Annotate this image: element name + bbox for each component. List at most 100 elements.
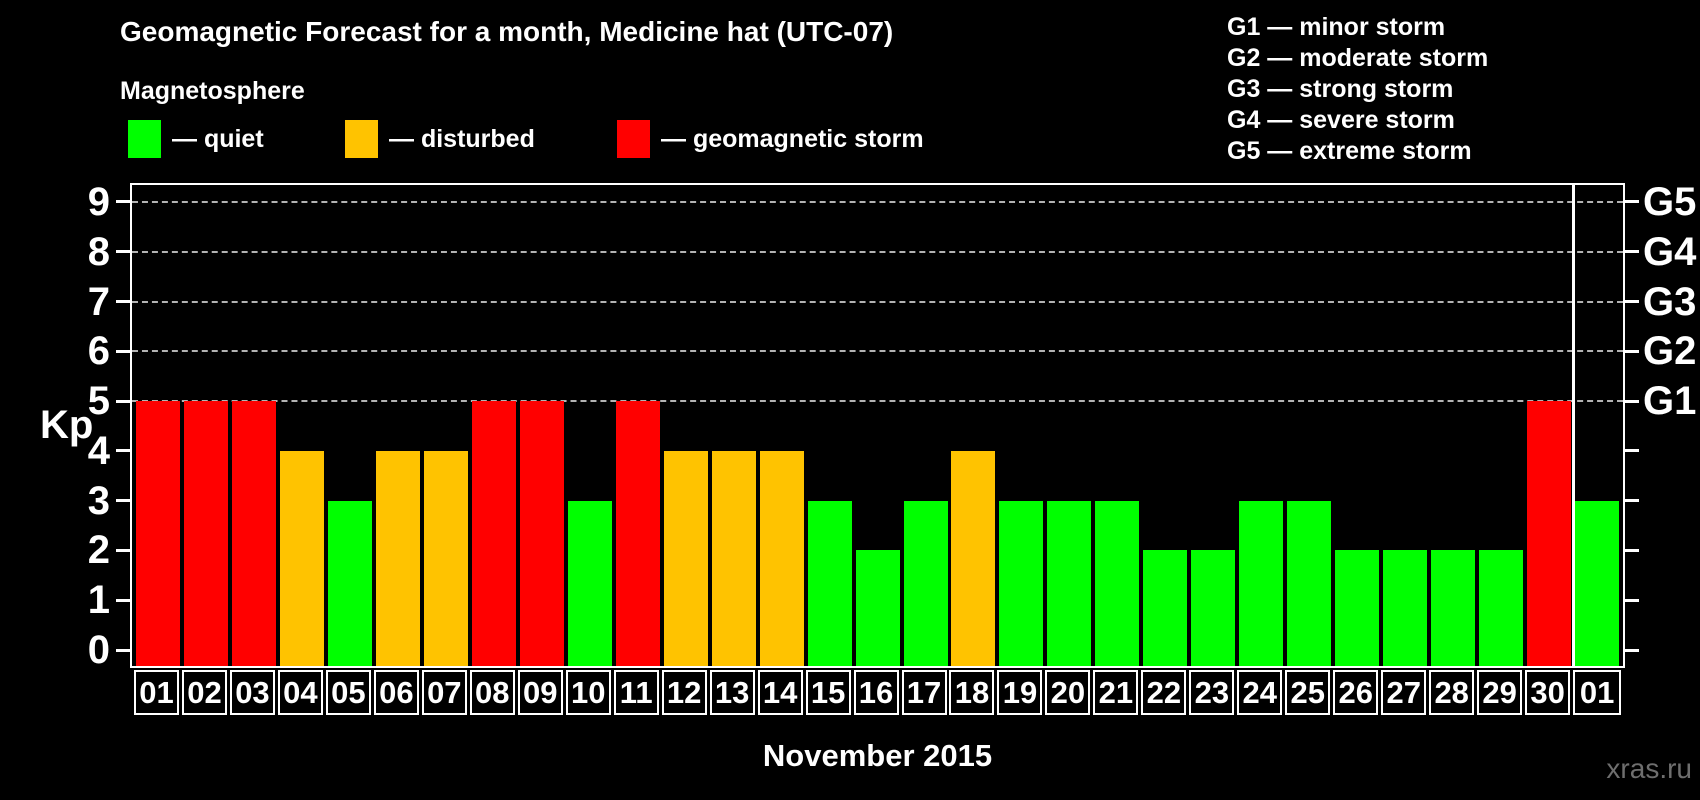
- day-label-16: 16: [853, 670, 899, 715]
- kp-bar-day-13: [711, 450, 756, 666]
- left-tick-kp-4: [116, 449, 130, 453]
- g-axis-label-g1: G1: [1643, 379, 1697, 424]
- g-axis-label-g5: G5: [1643, 179, 1697, 224]
- g-legend-line-g4: G4 — severe storm: [1227, 106, 1455, 134]
- day-label-15: 15: [805, 670, 851, 715]
- kp-bar-day-01: [136, 401, 180, 666]
- storm-color-swatch: [617, 120, 650, 158]
- gridline-kp-5: [132, 400, 1623, 403]
- right-tick-kp-3: [1625, 499, 1639, 503]
- day-label-02: 02: [181, 670, 227, 715]
- page-title: Geomagnetic Forecast for a month, Medici…: [120, 16, 894, 47]
- y-tick-label-0: 0: [87, 628, 110, 672]
- g-scale-legend: G1 — minor storm G2 — moderate storm G3 …: [1227, 12, 1488, 167]
- day-label-25: 25: [1285, 670, 1331, 715]
- kp-bar-day-28: [1431, 550, 1476, 666]
- day-label-21: 21: [1093, 670, 1139, 715]
- gridline-kp-6: [132, 350, 1623, 353]
- kp-bar-day-30: [1527, 401, 1572, 666]
- x-axis-caption: November 2015: [762, 738, 993, 773]
- kp-bar-day-03: [231, 401, 276, 666]
- day-label-04: 04: [277, 670, 323, 715]
- kp-bar-day-08: [471, 401, 516, 666]
- watermark: xras.ru: [1606, 753, 1692, 784]
- day-label-30: 30: [1525, 670, 1571, 715]
- day-label-24: 24: [1237, 670, 1283, 715]
- day-label-03: 03: [229, 670, 275, 715]
- day-label-29: 29: [1477, 670, 1523, 715]
- kp-bar-day-11: [615, 401, 660, 666]
- kp-bar-day-17: [903, 500, 948, 666]
- kp-bar-day-24: [1239, 500, 1284, 666]
- right-tick-kp-5: [1625, 399, 1639, 403]
- kp-bar-day-09: [519, 401, 564, 666]
- right-tick-kp-1: [1625, 598, 1639, 602]
- day-label-09: 09: [517, 670, 563, 715]
- y-tick-label-1: 1: [87, 578, 110, 623]
- kp-bar-day-26: [1335, 550, 1380, 666]
- day-label-22: 22: [1141, 670, 1187, 715]
- day-label-10: 10: [565, 670, 611, 715]
- left-tick-kp-3: [116, 499, 130, 503]
- day-label-06: 06: [373, 670, 419, 715]
- g-axis-label-g4: G4: [1643, 229, 1697, 274]
- kp-bar-day-06: [375, 450, 420, 666]
- day-label-08: 08: [469, 670, 515, 715]
- legend-label-storm: — geomagnetic storm: [661, 125, 924, 153]
- magnetosphere-subtitle: Magnetosphere: [120, 77, 305, 105]
- right-tick-kp-8: [1625, 250, 1639, 254]
- kp-bar-day-18: [951, 450, 996, 666]
- kp-bar-day-14: [759, 450, 804, 666]
- kp-bar-day-23: [1191, 550, 1236, 666]
- y-tick-label-7: 7: [87, 279, 110, 324]
- kp-bar-day-16: [855, 550, 900, 666]
- quiet-color-swatch: [128, 120, 161, 158]
- left-tick-kp-5: [116, 399, 130, 403]
- kp-bar-day-07: [423, 450, 468, 666]
- kp-bar-day-27: [1383, 550, 1428, 666]
- gridline-kp-8: [132, 250, 1623, 253]
- day-label-17: 17: [901, 670, 947, 715]
- day-label-14: 14: [757, 670, 803, 715]
- month-separator-line: [1572, 185, 1576, 666]
- kp-bar-day-01-next-month: [1575, 500, 1620, 666]
- gridline-kp-9: [132, 200, 1623, 203]
- legend-label-disturbed: — disturbed: [389, 125, 535, 153]
- kp-bar-day-12: [663, 450, 708, 666]
- left-tick-kp-6: [116, 349, 130, 353]
- kp-bar-day-19: [999, 500, 1044, 666]
- right-tick-kp-9: [1625, 200, 1639, 204]
- day-label-20: 20: [1045, 670, 1091, 715]
- day-label-05: 05: [325, 670, 371, 715]
- y-tick-label-8: 8: [87, 229, 110, 274]
- kp-bar-day-21: [1095, 500, 1140, 666]
- left-tick-kp-7: [116, 300, 130, 304]
- day-label-23: 23: [1189, 670, 1235, 715]
- right-tick-kp-7: [1625, 300, 1639, 304]
- y-tick-label-6: 6: [87, 329, 110, 374]
- day-label-26: 26: [1333, 670, 1379, 715]
- right-tick-kp-4: [1625, 449, 1639, 453]
- day-label-01: 01: [134, 670, 179, 715]
- kp-bar-day-02: [183, 401, 228, 666]
- g-axis-label-g3: G3: [1643, 279, 1697, 324]
- left-tick-kp-9: [116, 200, 130, 204]
- day-label-11: 11: [613, 670, 659, 715]
- y-tick-label-2: 2: [87, 528, 110, 573]
- day-label-01-next-month: 01: [1573, 670, 1622, 715]
- day-label-28: 28: [1429, 670, 1475, 715]
- g-legend-line-g3: G3 — strong storm: [1227, 75, 1454, 103]
- right-tick-kp-2: [1625, 548, 1639, 552]
- left-tick-kp-0: [116, 648, 130, 652]
- y-tick-label-9: 9: [87, 179, 110, 224]
- kp-bar-day-22: [1143, 550, 1188, 666]
- right-tick-kp-0: [1625, 648, 1639, 652]
- kp-bar-day-04: [279, 450, 324, 666]
- kp-bar-day-15: [807, 500, 852, 666]
- y-tick-label-4: 4: [87, 428, 110, 473]
- day-label-13: 13: [709, 670, 755, 715]
- g-legend-line-g1: G1 — minor storm: [1227, 13, 1446, 41]
- y-tick-label-5: 5: [87, 379, 110, 424]
- y-tick-label-3: 3: [87, 478, 110, 523]
- g-axis-label-g2: G2: [1643, 329, 1697, 374]
